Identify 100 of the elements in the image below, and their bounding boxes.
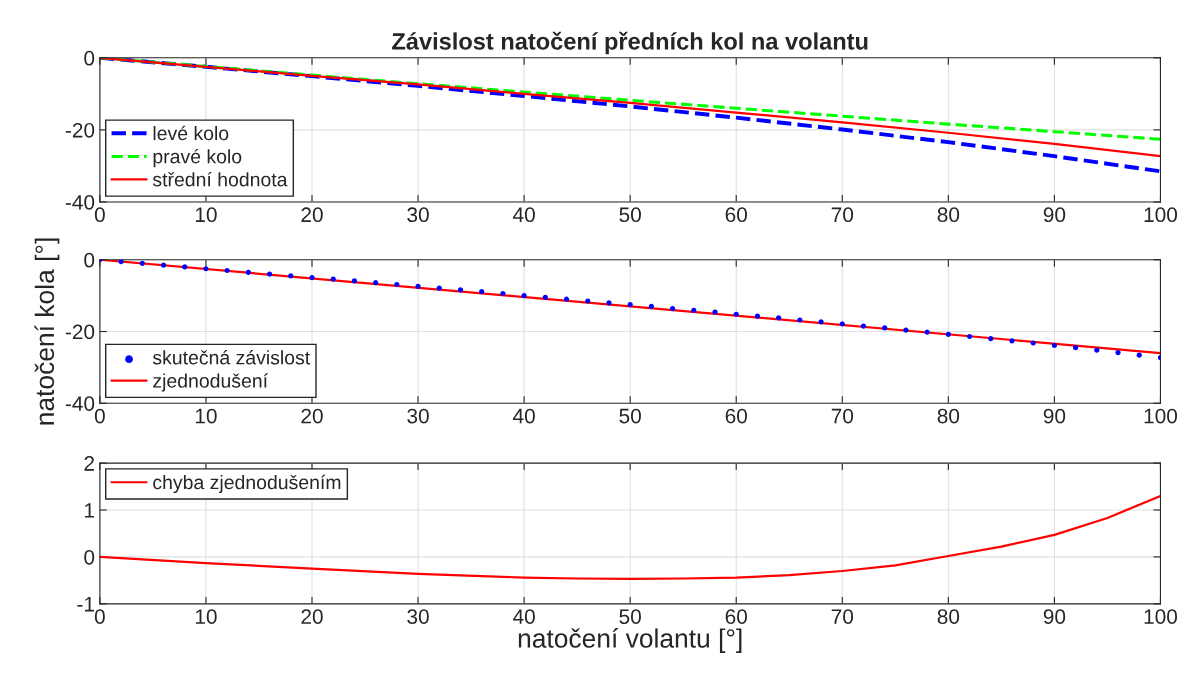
y-axis-title: natočení kola [°] xyxy=(34,238,60,425)
point xyxy=(818,319,824,325)
x-tick-label: 70 xyxy=(831,408,854,424)
x-tick-label: 60 xyxy=(725,609,747,624)
point xyxy=(1009,338,1015,344)
point xyxy=(1094,347,1100,353)
point xyxy=(669,305,676,312)
point xyxy=(882,325,888,331)
y-tick-label: -40 xyxy=(65,396,95,411)
y-tick-label: 0 xyxy=(84,549,95,565)
point xyxy=(924,329,930,335)
chart-title: Závislost natočení předních kol na volantu xyxy=(392,31,868,55)
point xyxy=(542,294,548,301)
y-tick-label: -20 xyxy=(65,324,95,340)
legend-label: střední hodnota xyxy=(152,171,288,187)
point xyxy=(733,311,739,317)
x-tick-label: 0 xyxy=(94,207,105,223)
x-tick-label: 60 xyxy=(725,408,747,424)
point xyxy=(521,293,527,299)
point xyxy=(245,269,251,275)
point xyxy=(712,309,718,315)
point xyxy=(309,275,315,281)
y-tick-label: -40 xyxy=(65,194,95,210)
legend-label: zjednodušení xyxy=(153,373,268,392)
text: chyba zjednodušením xyxy=(153,474,341,494)
point xyxy=(945,331,951,337)
point xyxy=(797,317,803,323)
point xyxy=(394,281,400,288)
point xyxy=(776,315,782,321)
point xyxy=(1051,342,1057,349)
x-tick-label: 90 xyxy=(1043,408,1066,424)
y-tick-label: -1 xyxy=(77,597,94,612)
point xyxy=(160,262,167,268)
point xyxy=(182,264,188,270)
point xyxy=(288,273,294,279)
y-tick-label: -20 xyxy=(65,122,95,138)
x-tick-label: 0 xyxy=(94,408,105,424)
legend-label: skutečná závislost xyxy=(152,350,311,365)
point xyxy=(203,266,209,272)
x-tick-label: 30 xyxy=(407,408,429,424)
x-tick-label: 10 xyxy=(195,609,217,624)
x-tick-label: 80 xyxy=(937,408,960,424)
x-tick-label: 70 xyxy=(831,609,854,624)
x-tick-label: 10 xyxy=(195,207,217,223)
x-tick-label: 40 xyxy=(513,408,535,424)
point xyxy=(903,327,909,333)
x-tick-label: 50 xyxy=(619,609,641,624)
x-tick-label: 70 xyxy=(831,207,854,223)
y-tick-label: 2 xyxy=(84,456,94,471)
point xyxy=(224,267,230,274)
point xyxy=(479,289,485,295)
point xyxy=(966,333,973,340)
point xyxy=(563,296,570,302)
point xyxy=(988,336,994,342)
x-tick-label: 50 xyxy=(619,207,641,223)
point xyxy=(606,300,612,306)
point xyxy=(373,280,379,286)
point xyxy=(139,260,145,266)
x-tick-label: 20 xyxy=(301,207,323,223)
y-tick-label: 1 xyxy=(85,503,94,518)
x-tick-label: 10 xyxy=(195,408,217,424)
x-tick-label: 100 xyxy=(1144,408,1178,424)
point xyxy=(754,313,761,319)
legend-label: pravé kolo xyxy=(153,148,242,168)
point xyxy=(436,285,442,291)
point xyxy=(330,276,336,282)
point xyxy=(860,323,867,329)
point xyxy=(839,321,845,327)
x-tick-label: 0 xyxy=(94,609,105,624)
point xyxy=(351,278,358,284)
x-tick-label: 40 xyxy=(513,609,535,624)
point xyxy=(500,290,506,297)
point xyxy=(1136,352,1142,358)
x-tick-label: 20 xyxy=(301,609,323,624)
x-tick-label: 80 xyxy=(937,609,960,624)
point xyxy=(585,298,591,304)
point xyxy=(648,303,654,309)
point xyxy=(118,259,124,265)
x-tick-label: 30 xyxy=(407,609,429,624)
x-axis-title: natočení volantu [°] xyxy=(518,628,742,654)
x-tick-label: 30 xyxy=(407,207,429,223)
x-tick-label: 80 xyxy=(937,207,960,223)
point xyxy=(1073,345,1079,351)
x-tick-label: 100 xyxy=(1144,609,1178,624)
y-tick-label: 0 xyxy=(84,252,95,268)
y-tick-label: 0 xyxy=(84,50,95,66)
x-tick-label: 100 xyxy=(1144,207,1178,223)
point xyxy=(691,307,697,313)
point xyxy=(415,283,421,289)
point xyxy=(457,287,464,293)
legend-label: levé kolo xyxy=(153,125,229,141)
point xyxy=(1030,340,1036,346)
point xyxy=(1115,350,1121,356)
x-tick-label: 90 xyxy=(1043,207,1066,223)
x-tick-label: 20 xyxy=(301,408,323,424)
x-tick-label: 90 xyxy=(1043,609,1066,624)
point xyxy=(627,302,633,308)
line-series xyxy=(99,494,1161,581)
point xyxy=(266,271,273,277)
x-tick-label: 60 xyxy=(725,207,747,223)
